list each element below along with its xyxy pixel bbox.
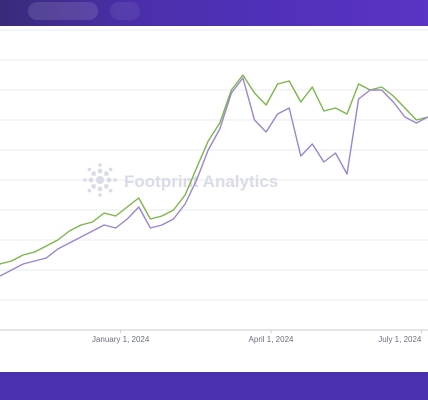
series-line-2 [0,77,428,277]
line-chart: Footprint Analytics January 1, 2024 April… [0,29,428,344]
logo-dot [103,183,109,189]
top-header-band [0,0,428,26]
logo-dot [98,163,102,167]
watermark-text: Footprint Analytics [124,172,278,191]
watermark: Footprint Analytics [83,163,278,197]
logo-dot [97,186,103,192]
bottom-footer-band [0,372,428,400]
x-tick-label: April 1, 2024 [249,335,294,344]
gridlines [0,29,428,331]
logo-dot [91,171,97,177]
logo-dot [106,177,112,183]
x-axis: January 1, 2024 April 1, 2024 July 1, 2024 [0,329,428,344]
logo-dot [91,183,97,189]
logo-dot [87,188,92,193]
footprint-logo-icon [83,163,117,197]
logo-dot [113,178,117,182]
logo-dot [97,168,103,174]
series-lines [0,74,428,277]
logo-dot [83,178,87,182]
logo-dot [108,188,113,193]
logo-dot [88,177,94,183]
logo-dot [96,176,104,184]
logo-dot [108,167,113,172]
series-line-1 [0,74,428,265]
logo-dot [87,167,92,172]
header-decoration [28,2,98,20]
x-tick-label: July 1, 2024 [378,335,422,344]
logo-dot [98,193,102,197]
logo-dot [103,171,109,177]
header-decoration [110,2,140,20]
x-tick-label: January 1, 2024 [92,335,150,344]
chart-panel [0,26,428,372]
